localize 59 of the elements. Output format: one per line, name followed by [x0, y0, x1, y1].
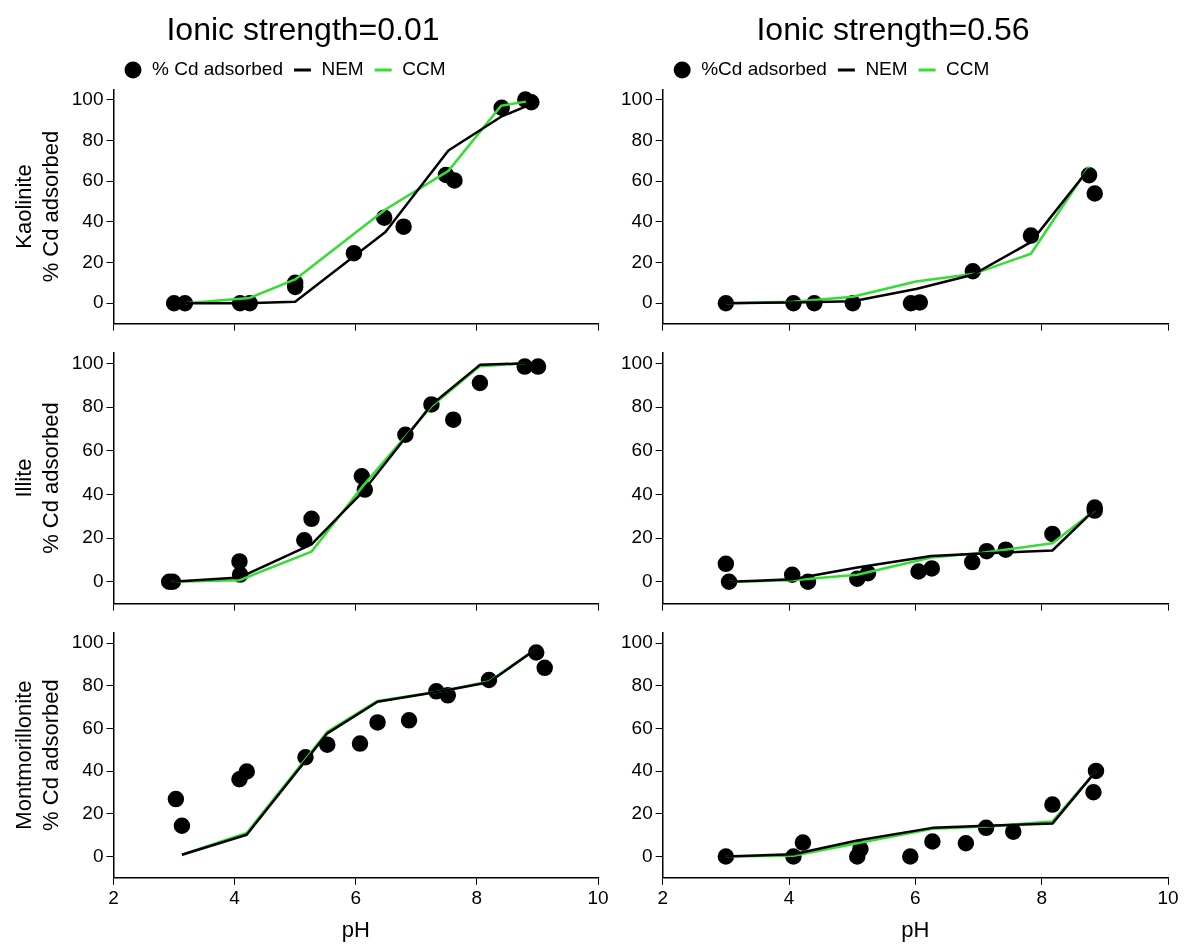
x-tick-label: 8: [471, 887, 483, 909]
x-tick-label: 6: [910, 887, 921, 909]
y-tick-label: 20: [82, 802, 104, 824]
y-tick-label: 60: [82, 438, 104, 460]
y-axis-title: Montmorillonite % Cd adsorbed: [11, 679, 63, 831]
y-tick-label: 40: [82, 759, 104, 781]
y-tick-label: 100: [621, 631, 653, 653]
y-tick-label: 0: [642, 291, 653, 313]
y-tick-label: 60: [631, 716, 653, 738]
legend-label: NEM: [321, 58, 364, 80]
y-tick-label: 80: [631, 128, 653, 150]
legend-label: %Cd adsorbed: [701, 58, 827, 80]
y-tick-label: 80: [631, 395, 653, 417]
y-tick-label: 40: [82, 210, 104, 232]
y-tick-label: 80: [82, 395, 104, 417]
y-axis-title: Kaolinite % Cd adsorbed: [11, 130, 63, 283]
legend-label: % Cd adsorbed: [152, 58, 283, 80]
y-tick-label: 80: [82, 673, 104, 695]
x-tick-label: 10: [1157, 887, 1179, 909]
y-tick-label: 60: [631, 438, 653, 460]
chart-title: Ionic strength=0.01: [166, 11, 440, 48]
y-axis-title: Illite % Cd adsorbed: [11, 402, 63, 554]
y-tick-label: 100: [621, 351, 653, 373]
x-tick-label: 2: [108, 887, 119, 909]
y-tick-label: 40: [631, 482, 653, 504]
legend-label: CCM: [946, 58, 990, 80]
y-tick-label: 20: [631, 250, 653, 272]
y-tick-label: 20: [82, 250, 104, 272]
x-tick-label: 10: [587, 887, 609, 909]
y-tick-label: 100: [621, 87, 653, 109]
y-tick-label: 100: [71, 351, 104, 373]
x-axis-title: pH: [341, 916, 370, 942]
x-axis-title: pH: [901, 916, 930, 942]
y-tick-label: 40: [631, 210, 653, 232]
y-tick-label: 40: [631, 759, 653, 781]
legend-label: CCM: [402, 58, 446, 80]
y-tick-label: 0: [92, 291, 104, 313]
legend-label: NEM: [865, 58, 908, 80]
x-tick-label: 8: [1036, 887, 1047, 909]
y-tick-label: 60: [631, 169, 653, 191]
y-tick-label: 0: [642, 569, 653, 591]
y-tick-label: 80: [82, 128, 104, 150]
x-tick-label: 2: [657, 887, 668, 909]
x-tick-label: 4: [783, 887, 795, 909]
x-tick-label: 4: [229, 887, 241, 909]
y-tick-label: 60: [82, 169, 104, 191]
y-tick-label: 100: [71, 631, 104, 653]
chart-title: Ionic strength=0.56: [756, 11, 1030, 48]
y-tick-label: 60: [82, 716, 104, 738]
x-tick-label: 6: [350, 887, 362, 909]
y-tick-label: 40: [82, 482, 104, 504]
y-tick-label: 0: [642, 844, 653, 866]
y-tick-label: 20: [631, 802, 653, 824]
y-tick-label: 0: [92, 569, 104, 591]
y-tick-label: 80: [631, 673, 653, 695]
y-tick-label: 100: [71, 87, 104, 109]
y-tick-label: 0: [92, 844, 104, 866]
y-tick-label: 20: [631, 526, 653, 548]
y-tick-label: 20: [82, 526, 104, 548]
